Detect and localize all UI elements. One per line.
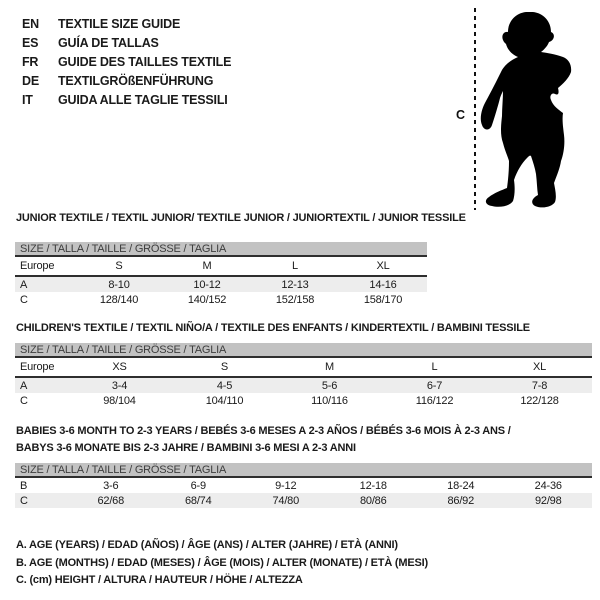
language-row-de: DE TEXTILGRÖßENFÜHRUNG — [22, 72, 231, 91]
junior-section-title: JUNIOR TEXTILE / TEXTIL JUNIOR/ TEXTILE … — [16, 212, 466, 224]
language-code-es: ES — [22, 36, 39, 50]
height-cell: 92/98 — [504, 493, 592, 508]
language-row-en: EN TEXTILE SIZE GUIDE — [22, 15, 231, 34]
row-label-b: B — [20, 479, 28, 492]
measure-label-c: C — [456, 108, 465, 122]
height-cell: 152/158 — [275, 293, 315, 306]
age-cell: 12-18 — [359, 479, 387, 492]
age-cell: 9-12 — [275, 479, 297, 492]
age-cell: 6-7 — [382, 377, 487, 393]
size-cell: XS — [67, 357, 172, 378]
table-row: B 3-6 6-9 9-12 12-18 18-24 24-36 — [15, 477, 592, 493]
age-cell: 10-12 — [163, 276, 251, 292]
height-cell: 104/110 — [205, 394, 244, 407]
language-code-fr: FR — [22, 55, 39, 69]
row-label-europe: Europe — [15, 357, 67, 378]
age-cell: 5-6 — [277, 377, 382, 393]
height-cell: 80/86 — [329, 493, 417, 508]
age-cell: 3-4 — [67, 377, 172, 393]
height-cell: 62/68 — [67, 493, 155, 508]
footnote-b: B. AGE (MONTHS) / EDAD (MESES) / ÂGE (MO… — [16, 556, 428, 569]
table-row: C 62/68 68/74 74/80 80/86 86/92 92/98 — [15, 493, 592, 508]
row-label-c: C — [20, 293, 28, 306]
row-label-c: C — [20, 394, 28, 407]
size-cell: S — [75, 256, 163, 277]
language-label-en: TEXTILE SIZE GUIDE — [58, 17, 181, 31]
age-cell: 7-8 — [487, 377, 592, 393]
age-cell: 8-10 — [75, 276, 163, 292]
row-label-c: C — [15, 493, 67, 508]
height-cell: 110/116 — [311, 394, 348, 407]
height-cell: 68/74 — [154, 493, 242, 508]
age-cell: 12-13 — [251, 276, 339, 292]
babies-title-line2: BABYS 3-6 MONATE BIS 2-3 JAHRE / BAMBINI… — [16, 442, 356, 454]
age-cell: 4-5 — [172, 377, 277, 393]
height-cell: 116/122 — [415, 394, 454, 407]
table-row: C 98/104 104/110 110/116 116/122 122/128 — [15, 393, 592, 408]
height-cell: 86/92 — [417, 493, 505, 508]
footnote-c: C. (cm) HEIGHT / ALTURA / HAUTEUR / HÖHE… — [16, 574, 303, 586]
footnote-a: A. AGE (YEARS) / EDAD (AÑOS) / ÂGE (ANS)… — [16, 539, 398, 551]
size-header-bar: SIZE / TALLA / TAILLE / GRÖSSE / TAGLIA — [15, 343, 592, 358]
age-cell: 24-36 — [534, 479, 562, 492]
language-code-de: DE — [22, 74, 39, 88]
age-cell: 3-6 — [103, 479, 119, 492]
language-row-es: ES GUÍA DE TALLAS — [22, 34, 231, 53]
age-cell: 6-9 — [190, 479, 207, 492]
size-cell: L — [382, 357, 487, 378]
language-label-fr: GUIDE DES TAILLES TEXTILE — [58, 55, 232, 69]
junior-size-table: SIZE / TALLA / TAILLE / GRÖSSE / TAGLIA … — [15, 242, 427, 307]
table-row: A 3-4 4-5 5-6 6-7 7-8 — [15, 377, 592, 393]
row-label-a: A — [15, 276, 75, 292]
row-label-europe: Europe — [15, 256, 75, 277]
height-cell: 158/170 — [363, 293, 403, 306]
table-row: A 8-10 10-12 12-13 14-16 — [15, 276, 427, 292]
size-header-bar: SIZE / TALLA / TAILLE / GRÖSSE / TAGLIA — [15, 242, 427, 257]
size-cell: S — [172, 357, 277, 378]
language-row-fr: FR GUIDE DES TAILLES TEXTILE — [22, 53, 231, 72]
table-row: Europe XS S M L XL — [15, 357, 592, 378]
baby-silhouette-icon — [480, 12, 572, 208]
language-row-it: IT GUIDA ALLE TAGLIE TESSILI — [22, 91, 231, 110]
age-cell: 18-24 — [447, 479, 475, 492]
size-cell: XL — [339, 256, 427, 277]
height-cell: 98/104 — [103, 394, 136, 407]
table-row: Europe S M L XL — [15, 256, 427, 277]
language-code-it: IT — [22, 93, 33, 107]
language-label-de: TEXTILGRÖßENFÜHRUNG — [58, 74, 214, 88]
language-code-en: EN — [22, 17, 39, 31]
size-cell: XL — [487, 357, 592, 378]
babies-section-title: BABIES 3-6 MONTH TO 2-3 YEARS / BEBÉS 3-… — [16, 423, 596, 457]
baby-figure: C — [450, 0, 600, 215]
height-cell: 140/152 — [187, 293, 227, 306]
footnotes: A. AGE (YEARS) / EDAD (AÑOS) / ÂGE (ANS)… — [16, 537, 428, 590]
size-cell: M — [163, 256, 251, 277]
row-label-a: A — [15, 377, 67, 393]
size-cell: L — [251, 256, 339, 277]
language-list: EN TEXTILE SIZE GUIDE ES GUÍA DE TALLAS … — [22, 15, 231, 110]
height-cell: 122/128 — [520, 394, 559, 407]
age-cell: 14-16 — [339, 276, 427, 292]
height-cell: 74/80 — [242, 493, 330, 508]
children-section-title: CHILDREN'S TEXTILE / TEXTIL NIÑO/A / TEX… — [16, 322, 530, 334]
table-row: C 128/140 140/152 152/158 158/170 — [15, 292, 427, 307]
babies-title-line1: BABIES 3-6 MONTH TO 2-3 YEARS / BEBÉS 3-… — [16, 425, 511, 437]
size-cell: M — [277, 357, 382, 378]
size-header-bar: SIZE / TALLA / TAILLE / GRÖSSE / TAGLIA — [15, 463, 592, 478]
language-label-it: GUIDA ALLE TAGLIE TESSILI — [58, 93, 228, 107]
language-label-es: GUÍA DE TALLAS — [58, 36, 159, 50]
children-size-table: SIZE / TALLA / TAILLE / GRÖSSE / TAGLIA … — [15, 343, 592, 408]
babies-size-table: SIZE / TALLA / TAILLE / GRÖSSE / TAGLIA … — [15, 463, 592, 508]
height-cell: 128/140 — [99, 293, 139, 306]
